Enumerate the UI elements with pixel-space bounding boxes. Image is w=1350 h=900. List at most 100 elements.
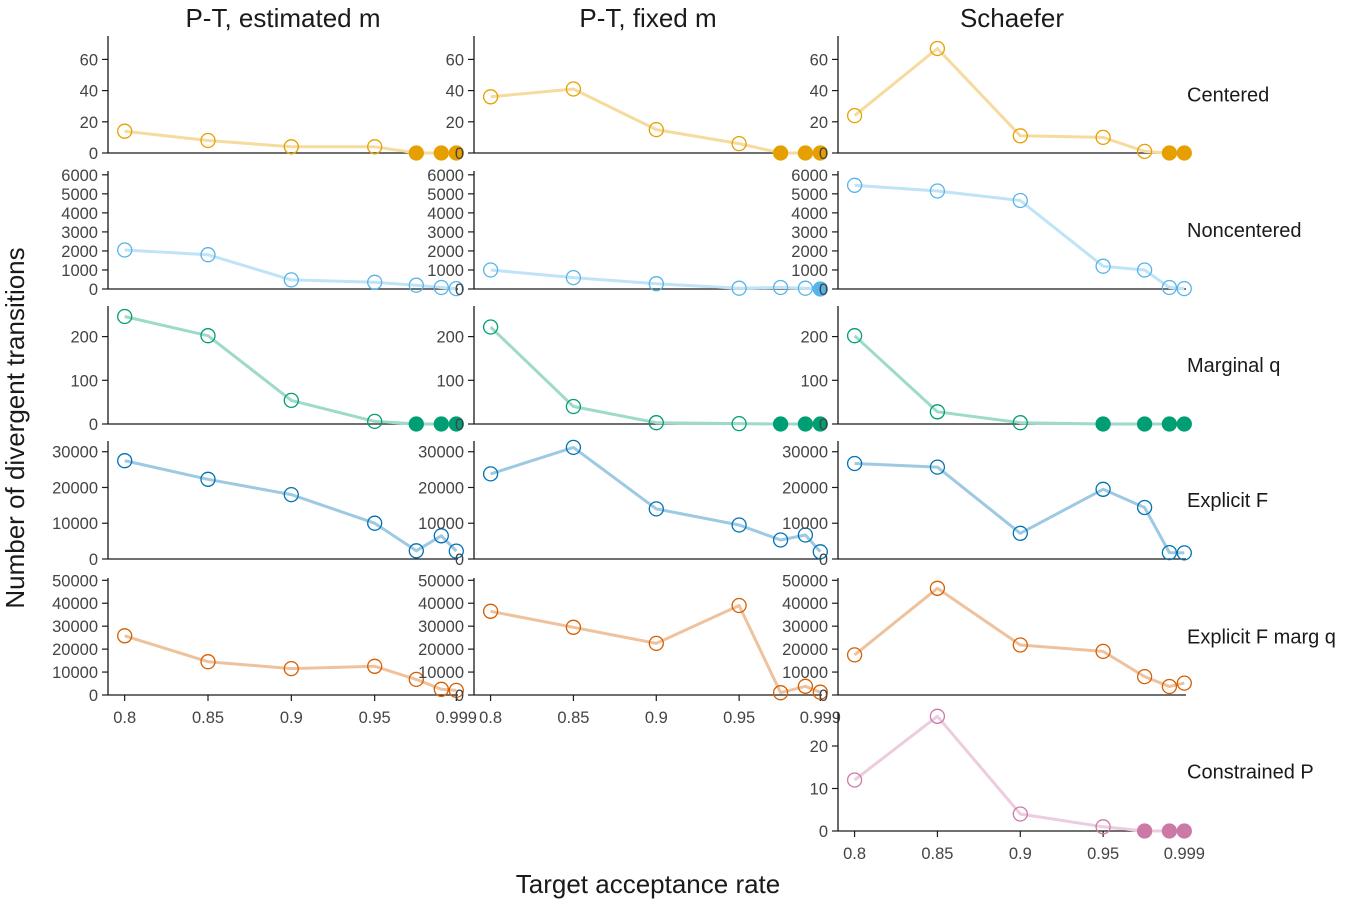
data-point [1176, 416, 1192, 432]
data-point [283, 272, 299, 288]
y-tick-label: 3000 [61, 224, 98, 242]
data-point [1012, 128, 1028, 144]
x-tick-label: 0.8 [843, 845, 866, 863]
data-point [433, 145, 449, 161]
y-tick-label: 0 [89, 145, 98, 163]
y-tick-label: 100 [800, 372, 828, 390]
data-point [1161, 279, 1178, 296]
data-point [200, 471, 216, 487]
y-tick-label: 40 [80, 83, 98, 101]
y-tick-label: 1000 [791, 262, 828, 280]
data-point [731, 415, 747, 432]
data-point [565, 619, 582, 635]
data-point [408, 416, 424, 432]
data-point [929, 580, 946, 596]
panel-grid: P-T, estimated m P-T, fixed m Schaefer Cent… [52, 3, 1336, 863]
data-point [772, 532, 789, 548]
y-tick-label: 30000 [418, 618, 464, 636]
panel-explicit-f-marg-q-p-t-fixed-m: 0 10000 20000 30000 40000 50000 0.8 0.85 0.9 0.95… [418, 572, 841, 727]
y-tick-label: 0 [455, 687, 464, 705]
y-tick-label: 200 [70, 329, 98, 347]
data-point [448, 543, 464, 559]
x-tick-label: 0.95 [723, 709, 755, 727]
series-line [853, 586, 1185, 688]
y-tick-label: 3000 [427, 224, 464, 242]
data-point [1161, 544, 1178, 561]
y-tick-label: 30000 [782, 618, 828, 636]
data-point [1136, 499, 1153, 516]
x-tick-label: 0.85 [921, 845, 953, 863]
data-point [565, 269, 582, 286]
column-title-p-t-estimated-m: P-T, estimated m [185, 3, 380, 33]
y-tick-label: 4000 [791, 205, 828, 223]
series-line [489, 325, 821, 426]
data-point [367, 658, 383, 674]
data-point [731, 135, 747, 152]
series-line [124, 634, 457, 692]
y-tick-label: 20 [80, 114, 98, 132]
y-tick-label: 0 [819, 823, 828, 841]
data-point [117, 242, 133, 258]
y-tick-label: 10000 [782, 664, 828, 682]
y-tick-label: 0 [819, 687, 828, 705]
column-title-p-t-fixed-m: P-T, fixed m [579, 3, 716, 33]
data-point [797, 527, 814, 543]
series-line [853, 714, 1185, 833]
data-point [1136, 262, 1153, 278]
data-point [929, 183, 946, 199]
row-label-noncentered: Noncentered [1187, 220, 1302, 242]
y-tick-label: 20 [810, 114, 828, 132]
data-point [367, 515, 383, 531]
y-tick-label: 100 [436, 372, 464, 390]
x-tick-label: 0.8 [479, 709, 502, 727]
data-point [1095, 481, 1111, 497]
y-tick-label: 60 [810, 51, 828, 69]
series-line [490, 604, 821, 695]
data-point [433, 416, 449, 432]
y-tick-label: 10000 [418, 664, 464, 682]
data-point [648, 121, 664, 138]
data-point [482, 89, 499, 105]
y-tick-label: 30000 [418, 444, 464, 462]
y-tick-label: 10 [810, 781, 828, 799]
data-point [565, 398, 582, 415]
y-tick-label: 6000 [427, 167, 464, 185]
y-tick-label: 50000 [782, 572, 828, 590]
data-point [797, 416, 814, 432]
data-point [1012, 415, 1028, 431]
data-point [797, 678, 814, 694]
y-tick-label: 0 [89, 551, 98, 569]
column-title-schaefer: Schaefer [960, 3, 1064, 33]
x-tick-label: 0.9 [1009, 845, 1032, 863]
data-point [117, 453, 133, 469]
data-point [846, 455, 863, 472]
x-tick-label: 0.9 [645, 709, 668, 727]
data-point [772, 416, 789, 432]
data-point [731, 597, 747, 614]
y-tick-label: 20000 [782, 479, 828, 497]
data-point [929, 40, 946, 57]
data-point [448, 416, 464, 432]
data-point [1161, 823, 1178, 839]
data-point [1012, 806, 1028, 822]
y-tick-label: 200 [800, 329, 828, 347]
panel-explicit-f-p-t-estimated-m: 0 10000 20000 30000 [52, 441, 464, 569]
data-point [846, 328, 863, 344]
panel-explicit-f-schaefer: 0 10000 20000 30000 [782, 441, 1192, 569]
data-point [1012, 525, 1028, 541]
series-line [124, 248, 457, 291]
y-tick-label: 1000 [61, 262, 98, 280]
data-point [1176, 145, 1192, 161]
data-point [929, 459, 946, 475]
y-tick-label: 20 [446, 114, 464, 132]
data-point [1012, 637, 1028, 653]
y-tick-label: 40 [446, 83, 464, 101]
y-tick-label: 0 [819, 551, 828, 569]
row-label-constrained-p: Constrained P [1187, 762, 1314, 784]
data-point [1136, 668, 1153, 685]
data-point [1176, 280, 1192, 297]
